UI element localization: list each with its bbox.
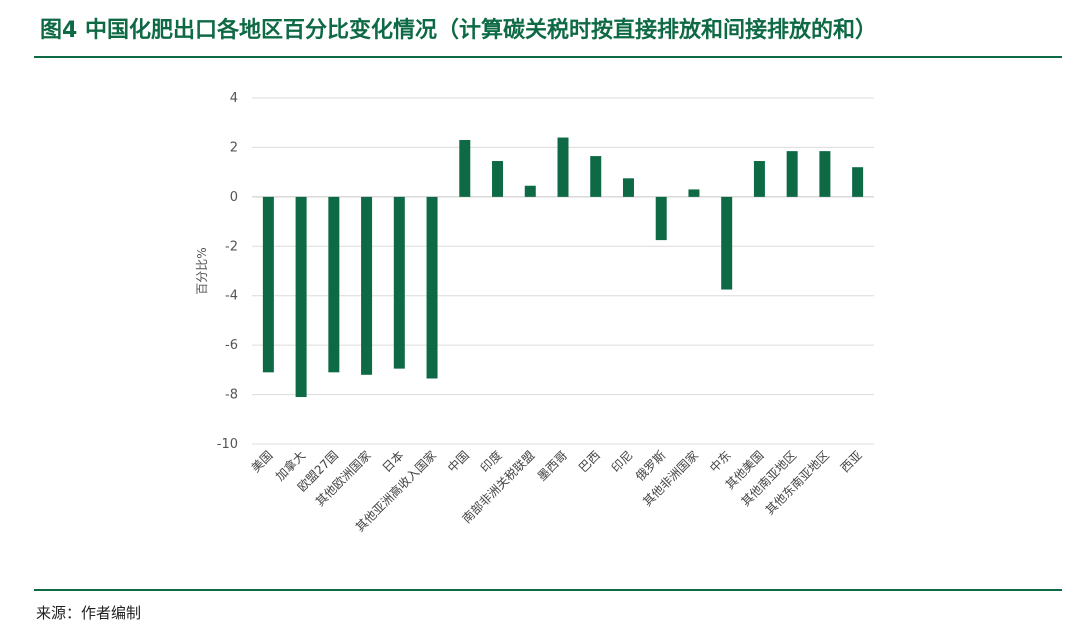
x-tick-label: 中东 xyxy=(706,448,734,476)
x-tick-label: 日本 xyxy=(380,448,407,475)
x-tick-label: 中国 xyxy=(444,448,472,476)
figure-title: 图4 中国化肥出口各地区百分比变化情况（计算碳关税时按直接排放和间接排放的和） xyxy=(40,18,877,43)
x-tick-label: 印度 xyxy=(477,448,505,476)
y-tick-label: 2 xyxy=(230,140,238,155)
bar xyxy=(590,156,602,197)
y-tick-label: -8 xyxy=(225,388,238,403)
bar xyxy=(753,161,765,197)
bar xyxy=(622,178,634,197)
top-divider xyxy=(34,56,1062,58)
y-tick-label: -2 xyxy=(225,239,238,254)
y-tick-label: 4 xyxy=(230,91,238,106)
bar xyxy=(721,196,733,290)
x-tick-label: 巴西 xyxy=(576,448,603,475)
bar xyxy=(361,196,373,375)
source-note: 来源：作者编制 xyxy=(36,604,142,622)
bar xyxy=(328,196,340,373)
y-axis-label: 百分比% xyxy=(195,247,209,294)
y-tick-label: -4 xyxy=(225,289,238,304)
bar xyxy=(786,151,798,197)
bar xyxy=(492,161,504,197)
bar xyxy=(262,196,274,373)
bar xyxy=(688,189,700,197)
bar xyxy=(524,185,536,197)
x-tick-label: 美国 xyxy=(249,448,276,475)
bar xyxy=(819,151,831,197)
y-tick-label: -6 xyxy=(225,338,238,353)
bar xyxy=(295,196,307,398)
bar xyxy=(655,196,667,241)
bar xyxy=(393,196,405,369)
x-tick-label: 西亚 xyxy=(838,448,865,475)
bar xyxy=(852,167,864,197)
bar xyxy=(557,137,569,197)
x-tick-label: 印尼 xyxy=(609,448,636,475)
bar xyxy=(459,140,471,197)
bottom-divider xyxy=(34,589,1062,591)
y-tick-label: 0 xyxy=(230,190,238,205)
x-tick-label: 墨西哥 xyxy=(535,448,570,483)
bar xyxy=(426,196,438,379)
y-tick-label: -10 xyxy=(217,437,238,452)
